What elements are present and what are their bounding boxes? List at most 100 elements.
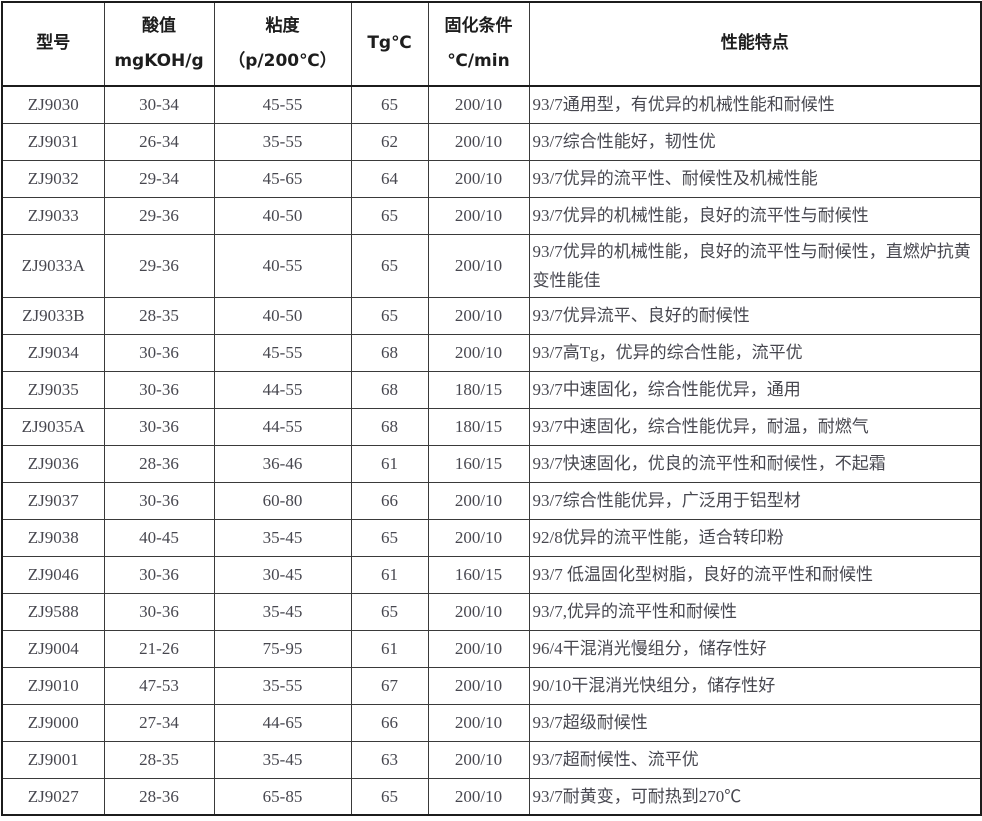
cell-features: 93/7优异的机械性能，良好的流平性与耐候性，直燃炉抗黄变性能佳 — [528, 233, 982, 298]
cell-features: 93/7综合性能优异，广泛用于铝型材 — [528, 481, 982, 520]
cell-viscosity: 44-65 — [213, 703, 352, 742]
col-header-tg: Tg℃ — [350, 1, 429, 87]
cell-tg: 67 — [350, 666, 429, 705]
cell-model: ZJ9010 — [1, 666, 105, 705]
cell-acid-value: 28-36 — [103, 444, 215, 483]
cell-cure-condition: 200/10 — [427, 740, 530, 779]
cell-model: ZJ9004 — [1, 629, 105, 668]
col-header-inner: 型号 — [3, 33, 103, 54]
col-header-inner: 固化条件 ℃/min — [429, 15, 528, 71]
col-header-line: 固化条件 — [444, 15, 513, 36]
cell-cure-condition: 200/10 — [427, 592, 530, 631]
table-row: ZJ9000 27-34 44-65 66 200/10 93/7超级耐候性 — [1, 703, 982, 742]
col-header-inner: 性能特点 — [530, 34, 980, 54]
cell-tg: 63 — [350, 740, 429, 779]
cell-features: 93/7,优异的流平性和耐候性 — [528, 592, 982, 631]
cell-viscosity: 44-55 — [213, 370, 352, 409]
table-row: ZJ9001 28-35 35-45 63 200/10 93/7超耐候性、流平优 — [1, 740, 982, 779]
col-header-line: 粘度 — [265, 15, 300, 36]
cell-viscosity: 36-46 — [213, 444, 352, 483]
cell-viscosity: 35-55 — [213, 122, 352, 161]
cell-features: 93/7优异的机械性能，良好的流平性与耐候性 — [528, 196, 982, 235]
cell-acid-value: 30-36 — [103, 481, 215, 520]
table-row: ZJ9031 26-34 35-55 62 200/10 93/7综合性能好，韧性优 — [1, 122, 982, 161]
cell-tg: 68 — [350, 333, 429, 372]
cell-tg: 66 — [350, 481, 429, 520]
table-row: ZJ9034 30-36 45-55 68 200/10 93/7高Tg，优异的综合性能，… — [1, 333, 982, 372]
table-row: ZJ9032 29-34 45-65 64 200/10 93/7优异的流平性、耐候性及机… — [1, 159, 982, 198]
cell-model: ZJ9035A — [1, 407, 105, 446]
cell-cure-condition: 160/15 — [427, 444, 530, 483]
cell-viscosity: 40-55 — [213, 233, 352, 298]
table-row: ZJ9037 30-36 60-80 66 200/10 93/7综合性能优异，广泛用于铝… — [1, 481, 982, 520]
cell-tg: 68 — [350, 370, 429, 409]
table-row: ZJ9046 30-36 30-45 61 160/15 93/7 低温固化型树脂，良好的… — [1, 555, 982, 594]
cell-acid-value: 21-26 — [103, 629, 215, 668]
cell-cure-condition: 200/10 — [427, 777, 530, 816]
cell-acid-value: 30-36 — [103, 407, 215, 446]
col-header-line: mgKOH/g — [114, 50, 204, 71]
cell-tg: 65 — [350, 592, 429, 631]
table-row: ZJ9004 21-26 75-95 61 200/10 96/4干混消光慢组分，储存性好 — [1, 629, 982, 668]
cell-tg: 65 — [350, 777, 429, 816]
table-row: ZJ9030 30-34 45-55 65 200/10 93/7通用型，有优异的机械性能… — [1, 85, 982, 124]
col-header-inner: Tg℃ — [352, 34, 427, 54]
cell-cure-condition: 200/10 — [427, 629, 530, 668]
cell-tg: 61 — [350, 629, 429, 668]
cell-model: ZJ9001 — [1, 740, 105, 779]
cell-cure-condition: 200/10 — [427, 296, 530, 335]
cell-viscosity: 60-80 — [213, 481, 352, 520]
cell-viscosity: 45-55 — [213, 85, 352, 124]
cell-features: 93/7耐黄变，可耐热到270℃ — [528, 777, 982, 816]
table-row: ZJ9010 47-53 35-55 67 200/10 90/10干混消光快组分，储存性… — [1, 666, 982, 705]
cell-cure-condition: 180/15 — [427, 407, 530, 446]
table-body: ZJ9030 30-34 45-55 65 200/10 93/7通用型，有优异的机械性能… — [1, 85, 982, 816]
col-header-acid-value: 酸值 mgKOH/g — [103, 1, 215, 87]
table-row: ZJ9038 40-45 35-45 65 200/10 92/8优异的流平性能，适合转印… — [1, 518, 982, 557]
cell-model: ZJ9032 — [1, 159, 105, 198]
cell-acid-value: 47-53 — [103, 666, 215, 705]
cell-cure-condition: 200/10 — [427, 233, 530, 298]
cell-acid-value: 28-36 — [103, 777, 215, 816]
cell-tg: 65 — [350, 296, 429, 335]
col-header-line: （p/200℃） — [228, 50, 337, 71]
cell-tg: 68 — [350, 407, 429, 446]
cell-tg: 66 — [350, 703, 429, 742]
cell-acid-value: 27-34 — [103, 703, 215, 742]
table-row: ZJ9036 28-36 36-46 61 160/15 93/7快速固化，优良的流平性和… — [1, 444, 982, 483]
col-header-line: 酸值 — [142, 15, 176, 36]
cell-acid-value: 29-34 — [103, 159, 215, 198]
table-row: ZJ9033B 28-35 40-50 65 200/10 93/7优异流平、良好的耐候性 — [1, 296, 982, 335]
cell-model: ZJ9046 — [1, 555, 105, 594]
col-header-line: 型号 — [36, 33, 71, 54]
cell-features: 93/7快速固化，优良的流平性和耐候性，不起霜 — [528, 444, 982, 483]
cell-viscosity: 35-55 — [213, 666, 352, 705]
table-row: ZJ9035A 30-36 44-55 68 180/15 93/7中速固化，综合性能优异… — [1, 407, 982, 446]
cell-acid-value: 30-36 — [103, 333, 215, 372]
cell-cure-condition: 200/10 — [427, 122, 530, 161]
table-row: ZJ9033 29-36 40-50 65 200/10 93/7优异的机械性能，良好的流… — [1, 196, 982, 235]
cell-model: ZJ9033B — [1, 296, 105, 335]
cell-model: ZJ9033 — [1, 196, 105, 235]
cell-viscosity: 45-55 — [213, 333, 352, 372]
cell-tg: 65 — [350, 85, 429, 124]
cell-features: 90/10干混消光快组分，储存性好 — [528, 666, 982, 705]
cell-viscosity: 30-45 — [213, 555, 352, 594]
cell-cure-condition: 160/15 — [427, 555, 530, 594]
cell-tg: 61 — [350, 555, 429, 594]
cell-tg: 65 — [350, 518, 429, 557]
cell-features: 93/7超级耐候性 — [528, 703, 982, 742]
cell-acid-value: 29-36 — [103, 233, 215, 298]
cell-cure-condition: 200/10 — [427, 196, 530, 235]
table-head: 型号 酸值 mgKOH/g 粘度 （p/200℃） Tg℃ 固化条件 ℃/min 性能特点 — [1, 1, 982, 87]
cell-model: ZJ9027 — [1, 777, 105, 816]
cell-features: 93/7超耐候性、流平优 — [528, 740, 982, 779]
cell-model: ZJ9030 — [1, 85, 105, 124]
cell-features: 93/7综合性能好，韧性优 — [528, 122, 982, 161]
cell-viscosity: 40-50 — [213, 196, 352, 235]
col-header-line: ℃/min — [447, 50, 510, 71]
cell-model: ZJ9035 — [1, 370, 105, 409]
col-header-model: 型号 — [1, 1, 105, 87]
cell-features: 93/7优异的流平性、耐候性及机械性能 — [528, 159, 982, 198]
